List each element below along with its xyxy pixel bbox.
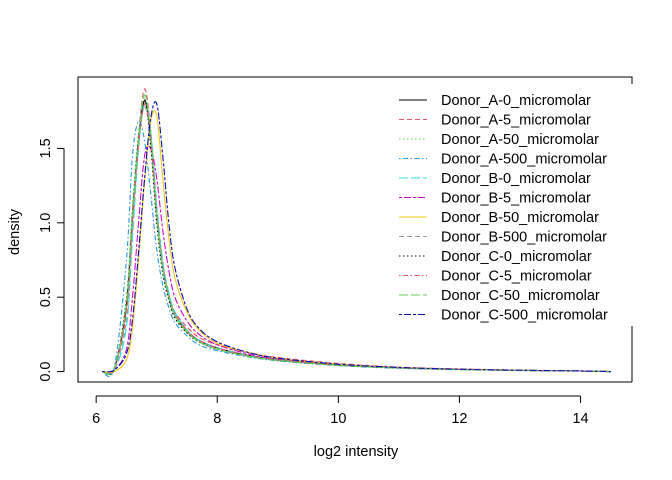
legend-label: Donor_A-5_micromolar [441, 113, 591, 129]
legend-label: Donor_C-50_micromolar [441, 288, 600, 304]
x-axis-label: log2 intensity [314, 444, 399, 460]
x-tick-label: 6 [92, 411, 100, 427]
legend-label: Donor_C-500_micromolar [441, 308, 608, 324]
x-tick-label: 12 [451, 411, 467, 427]
y-tick-label: 0.5 [38, 287, 54, 307]
y-axis-label: density [7, 208, 23, 255]
series-line [102, 101, 611, 373]
legend-label: Donor_A-0_micromolar [441, 93, 591, 109]
legend-label: Donor_C-0_micromolar [441, 249, 592, 265]
y-tick-label: 0.0 [38, 361, 54, 381]
series-layer [101, 88, 611, 378]
x-tick-label: 10 [330, 411, 346, 427]
legend-label: Donor_B-50_micromolar [441, 210, 599, 226]
y-ticks: 0.0 0.5 1.0 1.5 [38, 138, 64, 382]
y-tick-label: 1.5 [38, 138, 54, 158]
x-tick-label: 8 [213, 411, 221, 427]
legend-label: Donor_B-500_micromolar [441, 230, 607, 246]
legend-label: Donor_B-5_micromolar [441, 191, 591, 207]
legend-label: Donor_A-500_micromolar [441, 152, 607, 168]
legend-label: Donor_B-0_micromolar [441, 171, 591, 187]
y-tick-label: 1.0 [38, 213, 54, 233]
x-tick-label: 14 [572, 411, 588, 427]
legend: Donor_A-0_micromolar Donor_A-5_micromolar… [399, 93, 608, 324]
legend-label: Donor_A-50_micromolar [441, 132, 599, 148]
x-ticks: 6 8 10 12 14 [92, 396, 589, 427]
series-line [102, 98, 611, 376]
legend-label: Donor_C-5_micromolar [441, 269, 592, 285]
legend-box [383, 84, 633, 326]
